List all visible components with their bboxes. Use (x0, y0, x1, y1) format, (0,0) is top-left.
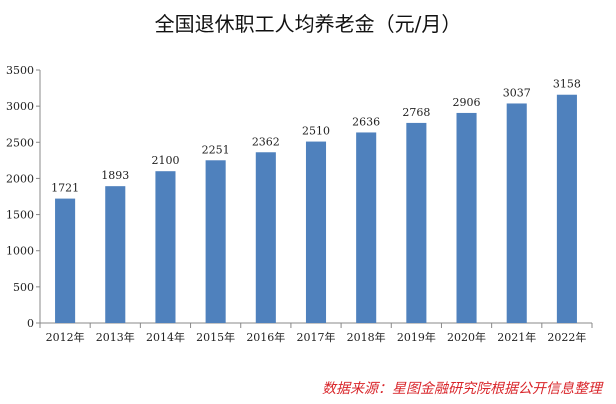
data-labels: 1721 1893 2100 2251 2362 2510 2636 2768 2906 3037… (51, 78, 581, 195)
y-tick-label: 2500 (6, 136, 34, 149)
bar (506, 103, 527, 323)
bar-series (55, 94, 577, 324)
bar-value-label: 3158 (553, 78, 581, 91)
bar-value-label: 2768 (402, 106, 430, 119)
y-tick-label: 1500 (6, 209, 34, 222)
x-tick-label: 2020年 (447, 330, 486, 344)
bar (155, 171, 176, 323)
x-tick-label: 2013年 (96, 330, 135, 344)
bar-value-label: 2906 (453, 96, 481, 109)
x-tick-label: 2014年 (146, 330, 185, 344)
x-tick-label: 2015年 (196, 330, 235, 344)
bar (255, 152, 276, 323)
y-tick-label: 0 (27, 317, 34, 330)
y-tick-label: 2000 (6, 172, 34, 185)
y-tick-label: 3500 (6, 64, 34, 77)
x-tick-label: 2019年 (397, 330, 436, 344)
bar-value-label: 2362 (252, 135, 280, 148)
bar-value-label: 1721 (51, 182, 79, 195)
bar (456, 112, 477, 323)
y-tick-label: 1000 (6, 245, 34, 258)
bar-value-label: 3037 (503, 86, 531, 99)
chart-axes: 0 500 1000 1500 2000 2500 3000 3500 2012年 2013年 20… (6, 64, 593, 344)
bar (356, 132, 377, 323)
bar (105, 186, 126, 323)
y-tick-label: 500 (13, 281, 34, 294)
x-tick-label: 2016年 (246, 330, 285, 344)
bar-value-label: 2100 (151, 154, 179, 167)
x-tick-label: 2012年 (46, 330, 85, 344)
bar (55, 198, 76, 323)
x-tick-label: 2021年 (497, 330, 536, 344)
bar-value-label: 2510 (302, 125, 330, 138)
chart-title: 全国退休职工人均养老金（元/月） (154, 12, 462, 36)
x-tick-label: 2017年 (297, 330, 336, 344)
bar-value-label: 2251 (202, 143, 230, 156)
source-note: 数据来源：星图金融研究院根据公开信息整理 (322, 381, 602, 397)
bar (556, 94, 577, 324)
bar (205, 160, 226, 323)
x-tick-label: 2018年 (347, 330, 386, 344)
bar (406, 122, 427, 323)
bar-value-label: 2636 (352, 115, 380, 128)
bar-value-label: 1893 (101, 169, 129, 182)
bar (305, 141, 327, 323)
y-tick-label: 3000 (6, 100, 34, 113)
x-tick-label: 2022年 (547, 330, 586, 344)
